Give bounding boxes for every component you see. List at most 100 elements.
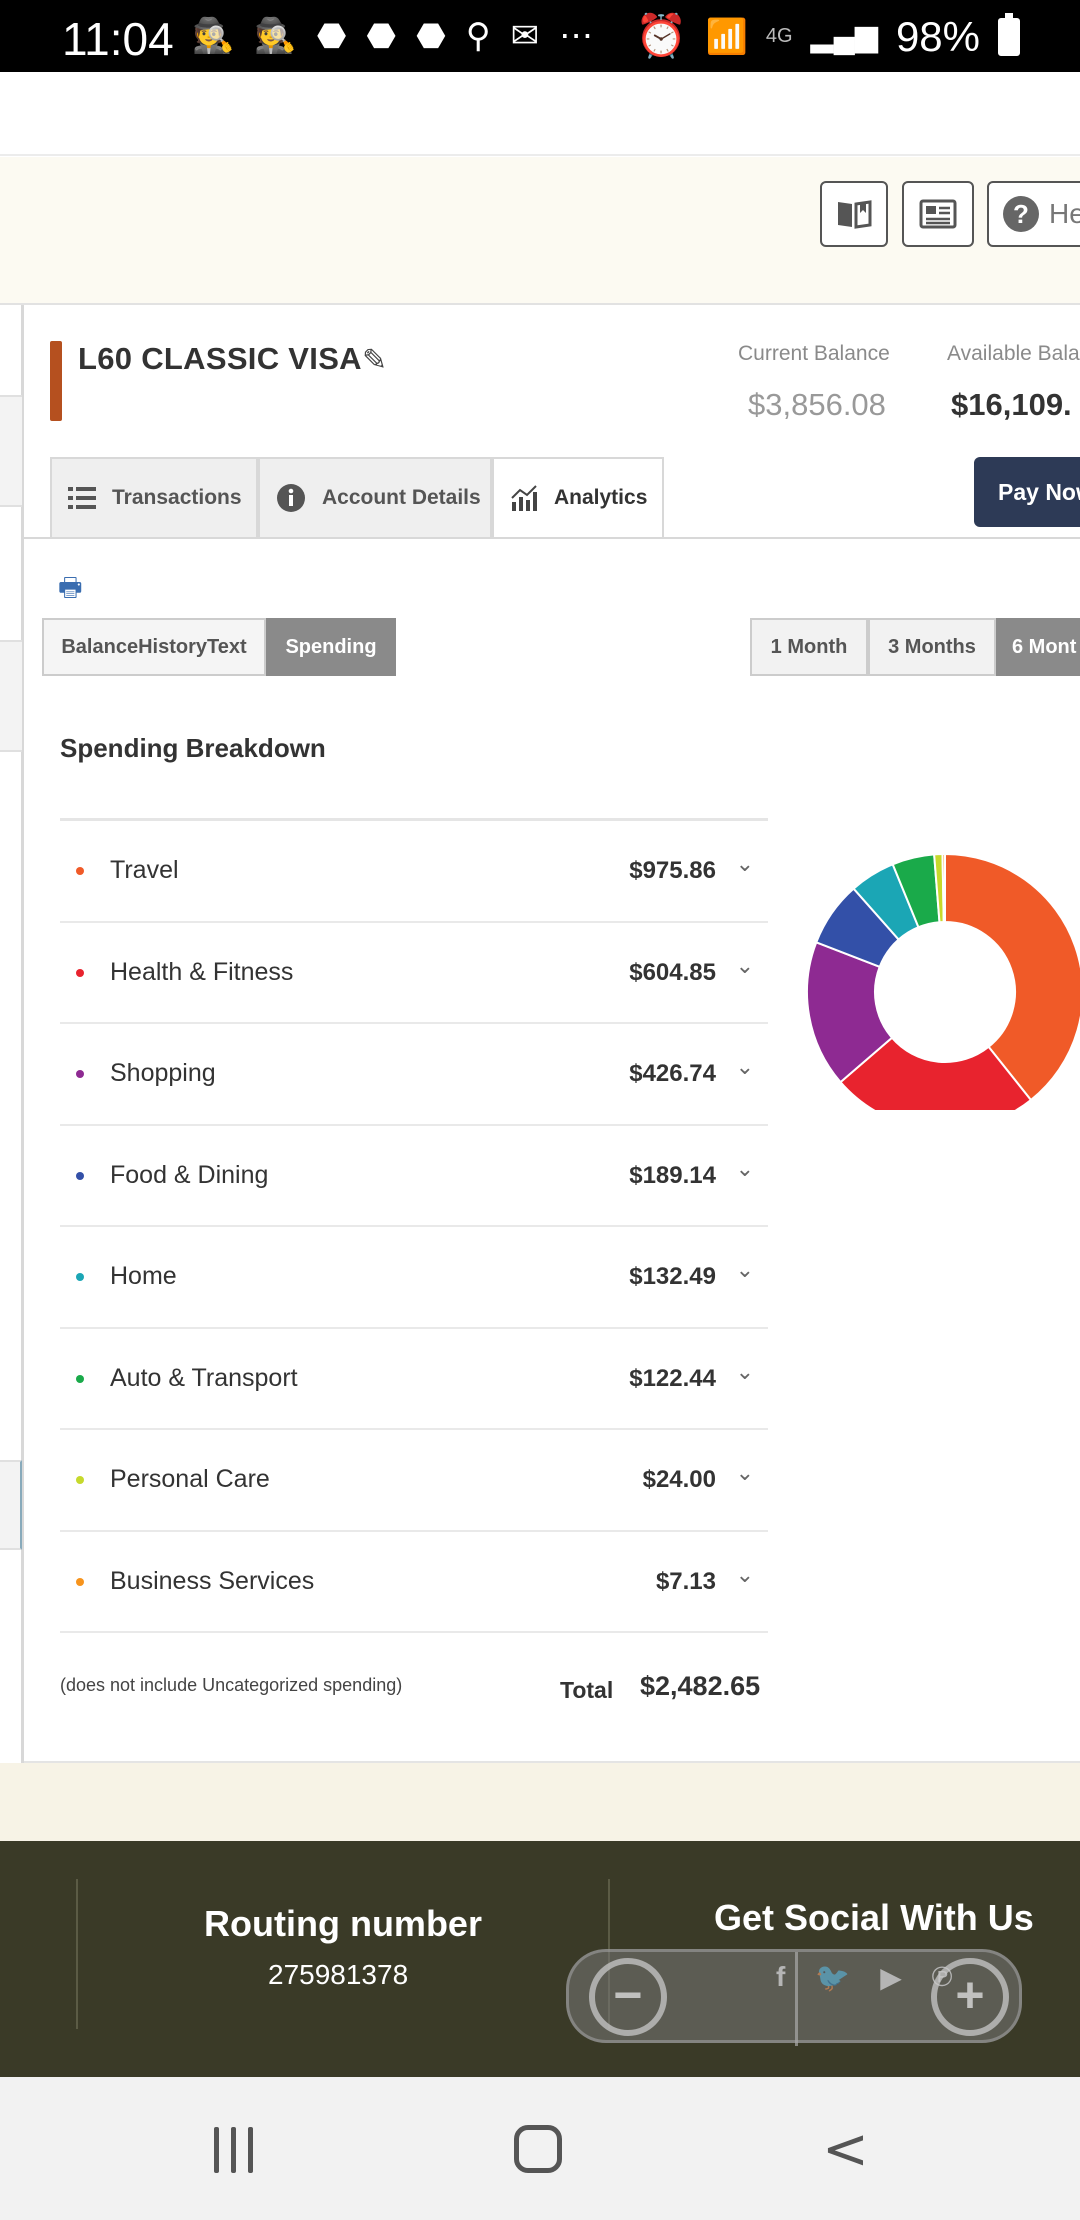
category-amount: $426.74: [629, 1060, 716, 1087]
category-name: Food & Dining: [110, 1160, 269, 1189]
category-amount: $604.85: [629, 958, 716, 986]
tab-analytics[interactable]: Analytics: [492, 457, 664, 539]
footer-divider: [76, 1879, 78, 2029]
status-bar: 11:04 🕵 🕵 ⬣ ⬣ ⬣ ⚲ ✉ ⋯ ⏰ 📶 4G ▂▄▆ 98%: [0, 0, 1080, 72]
alarm-icon: ⏰: [635, 12, 688, 59]
print-icon[interactable]: 🖶: [58, 572, 83, 602]
category-amount: $132.49: [629, 1263, 716, 1290]
category-dot: [76, 1374, 84, 1383]
zoom-control: − +: [566, 1949, 1022, 2046]
list-icon: [68, 487, 96, 509]
current-balance-label: Current Balance: [738, 342, 890, 365]
account-card: L60 CLASSIC VISA ✎ Current Balance $3,85…: [24, 305, 1080, 1763]
category-name: Health & Fitness: [110, 957, 294, 986]
total-label: Total: [560, 1677, 614, 1703]
keyhole-icon: ⚲: [465, 17, 491, 55]
statements-button[interactable]: [902, 181, 974, 247]
spending-row[interactable]: Shopping $426.74 ⌄: [60, 1024, 768, 1126]
chart-icon: [511, 485, 537, 511]
category-dot: [76, 1273, 84, 1281]
category-name: Auto & Transport: [110, 1363, 298, 1392]
home-icon[interactable]: [514, 2125, 562, 2173]
routing-number: 275981378: [268, 1959, 409, 1990]
category-dot: [76, 1476, 84, 1484]
spending-toggle[interactable]: Spending: [266, 618, 396, 676]
rail-segment[interactable]: [0, 395, 22, 507]
spending-donut-chart: [806, 852, 1080, 1110]
account-color-bar: [50, 341, 62, 421]
footer: Routing number 275981378 Get Social With…: [0, 1841, 1080, 2077]
current-balance-value: $3,856.08: [748, 387, 886, 422]
spending-row[interactable]: Business Services $7.13 ⌄: [60, 1532, 768, 1633]
donut-slice-travel[interactable]: [944, 852, 1080, 1102]
zoom-out-icon[interactable]: −: [589, 1958, 667, 2036]
uncategorized-note: (does not include Uncategorized spending…: [60, 1675, 403, 1695]
zoom-in-icon[interactable]: +: [931, 1958, 1009, 2036]
category-name: Shopping: [110, 1059, 216, 1087]
help-button[interactable]: ? He: [987, 181, 1080, 247]
alert-icon: ⬣: [316, 17, 347, 55]
edit-pencil-icon[interactable]: ✎: [362, 344, 388, 377]
spending-row[interactable]: Food & Dining $189.14 ⌄: [60, 1126, 768, 1227]
notification-icons: 🕵 🕵 ⬣ ⬣ ⬣ ⚲ ✉ ⋯: [192, 16, 593, 56]
category-amount: $7.13: [655, 1567, 716, 1595]
tab-transactions[interactable]: Transactions: [50, 457, 258, 539]
signal-icon: ▂▄▆: [810, 20, 878, 53]
category-dot: [76, 1171, 84, 1180]
alert-icon: ⬣: [416, 17, 446, 55]
balance-history-toggle[interactable]: BalanceHistoryText: [42, 618, 266, 676]
battery-percent: 98%: [895, 12, 980, 60]
incognito-icon: 🕵: [192, 17, 235, 55]
spending-row[interactable]: Health & Fitness $604.85 ⌄: [60, 923, 768, 1024]
navigation-bar: <: [0, 2077, 1080, 2220]
spending-row[interactable]: Personal Care $24.00 ⌄: [60, 1430, 768, 1532]
available-balance-label: Available Bala: [947, 342, 1080, 365]
status-time: 11:04: [62, 13, 174, 65]
donut-slice-business-services[interactable]: [941, 852, 946, 924]
category-dot: [76, 968, 84, 977]
tab-label: Account Details: [322, 486, 481, 509]
browser-header: [0, 72, 1080, 156]
total-value: $2,482.65: [640, 1671, 761, 1701]
tab-account-details[interactable]: Account Details: [258, 457, 492, 539]
spending-list: Travel $975.86 ⌄ Health & Fitness $604.8…: [60, 818, 768, 1633]
pay-now-button[interactable]: Pay Now: [974, 457, 1080, 527]
recent-apps-icon[interactable]: [214, 2127, 253, 2173]
chevron-down-icon[interactable]: ⌄: [735, 1460, 754, 1485]
chevron-down-icon[interactable]: ⌄: [735, 1257, 754, 1282]
category-amount: $24.00: [642, 1466, 716, 1493]
spending-row[interactable]: Auto & Transport $122.44 ⌄: [60, 1329, 768, 1430]
spending-row[interactable]: Home $132.49 ⌄: [60, 1227, 768, 1329]
period-1-month[interactable]: 1 Month: [750, 618, 868, 676]
chevron-down-icon[interactable]: ⌄: [735, 1155, 754, 1181]
category-dot: [76, 1577, 84, 1586]
zoom-divider: [795, 1952, 798, 2046]
alert-icon: ⬣: [366, 17, 397, 55]
period-3-months[interactable]: 3 Months: [868, 618, 996, 676]
category-name: Travel: [110, 856, 179, 884]
rail-segment[interactable]: [0, 640, 22, 752]
period-6-months[interactable]: 6 Mont: [996, 618, 1080, 676]
category-amount: $975.86: [629, 857, 716, 884]
donut-slice-health-fitness[interactable]: [839, 1036, 1033, 1110]
spending-row[interactable]: Travel $975.86 ⌄: [60, 821, 768, 923]
category-name: Home: [110, 1262, 177, 1290]
donut-slice-shopping[interactable]: [806, 941, 894, 1084]
bookmark-button[interactable]: [820, 181, 888, 247]
chevron-down-icon[interactable]: ⌄: [735, 851, 754, 876]
more-icon: ⋯: [559, 17, 594, 55]
rail-segment[interactable]: [0, 1460, 22, 1550]
tab-label: Transactions: [112, 486, 242, 509]
available-balance-value: $16,109.: [951, 387, 1072, 422]
spending-breakdown-title: Spending Breakdown: [60, 733, 326, 763]
question-icon: ?: [1003, 196, 1039, 232]
chevron-down-icon[interactable]: ⌄: [735, 1358, 754, 1384]
back-icon[interactable]: <: [822, 2117, 869, 2182]
incognito-icon: 🕵: [254, 17, 297, 55]
chevron-down-icon[interactable]: ⌄: [735, 1561, 754, 1587]
routing-title: Routing number: [204, 1903, 482, 1944]
chevron-down-icon[interactable]: ⌄: [735, 1054, 754, 1079]
tab-divider: [24, 537, 1080, 539]
book-icon: [838, 200, 872, 229]
chevron-down-icon[interactable]: ⌄: [735, 952, 754, 978]
